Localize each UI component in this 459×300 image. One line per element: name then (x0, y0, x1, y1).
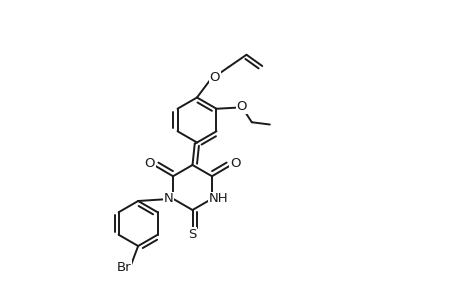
Text: O: O (236, 100, 246, 113)
Text: NH: NH (208, 192, 228, 205)
Text: N: N (163, 192, 173, 205)
Text: O: O (209, 71, 220, 84)
Text: Br: Br (117, 261, 132, 274)
Text: S: S (188, 227, 196, 241)
Text: O: O (144, 157, 155, 169)
Text: O: O (230, 157, 240, 169)
